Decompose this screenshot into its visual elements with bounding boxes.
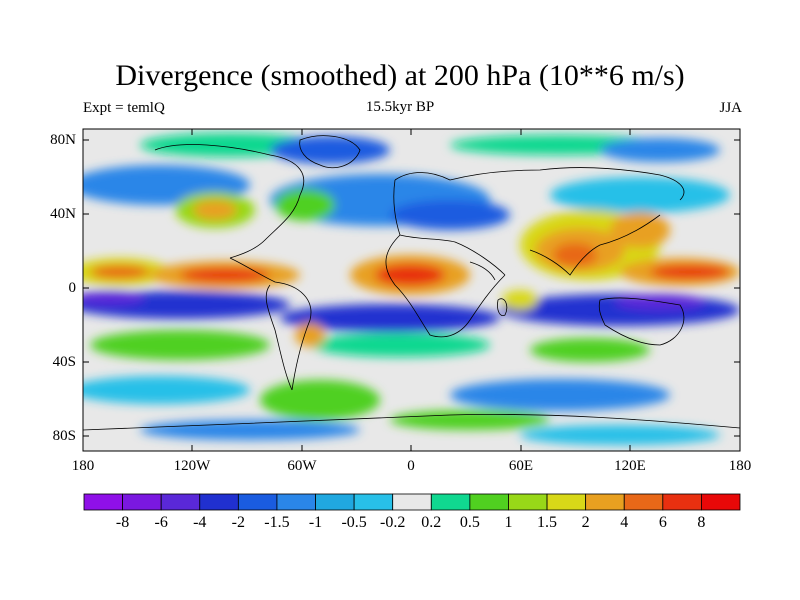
colorbar-label: -2 (231, 514, 245, 531)
colorbar-label: -8 (115, 514, 130, 531)
colorbar-swatch (315, 493, 355, 511)
chart-title: Divergence (smoothed) at 200 hPa (10**6 … (115, 59, 685, 92)
lon-label-180e: 180 (728, 458, 752, 474)
season-label: JJA (719, 100, 742, 116)
lon-label-60w: 60W (287, 458, 317, 474)
lon-label-180w: 180 (71, 458, 95, 474)
divergence-field (83, 129, 740, 451)
colorbar-label: 0.5 (459, 514, 480, 531)
colorbar-swatch (353, 493, 394, 511)
colorbar-swatch (83, 493, 123, 511)
colorbar-swatch (662, 493, 702, 511)
lat-label-0: 0 (68, 280, 77, 296)
colorbar-label: 4 (620, 514, 629, 531)
colorbar-label: 0.2 (421, 514, 442, 531)
experiment-label: Expt = temlQ (83, 100, 165, 116)
lon-label-60e: 60E (508, 458, 534, 474)
colorbar-swatch (585, 493, 625, 511)
colorbar-swatch (276, 493, 316, 511)
axis-ticks (82, 129, 741, 451)
lon-label-120w: 120W (173, 458, 211, 474)
colorbar-label: 8 (697, 514, 706, 531)
colorbar-swatch (392, 493, 432, 511)
colorbar (83, 493, 741, 511)
lon-label-120e: 120E (614, 458, 646, 474)
colorbar-label: -0.5 (341, 514, 367, 531)
colorbar-label: -6 (154, 514, 168, 531)
colorbar-swatch (508, 493, 548, 511)
colorbar-swatch (237, 493, 278, 511)
lat-label-80n: 80N (50, 132, 76, 148)
colorbar-swatch (469, 493, 509, 511)
lat-label-80s: 80S (52, 428, 76, 444)
colorbar-swatch (701, 493, 741, 511)
colorbar-swatch (122, 493, 162, 511)
lat-label-40n: 40N (50, 206, 76, 222)
colorbar-label: -0.2 (380, 514, 406, 531)
colorbar-label: 6 (658, 514, 667, 531)
colorbar-swatch (199, 493, 239, 511)
coastlines (83, 135, 740, 431)
colorbar-label: -1.5 (264, 514, 290, 531)
lat-label-40s: 40S (52, 354, 76, 370)
colorbar-label: 2 (581, 514, 590, 531)
colorbar-swatch (430, 493, 471, 511)
colorbar-swatch (546, 493, 587, 511)
colorbar-label: -1 (308, 514, 323, 531)
colorbar-label: -4 (193, 514, 207, 531)
colorbar-label: 1 (504, 514, 513, 531)
colorbar-swatch (623, 493, 664, 511)
lon-label-0: 0 (407, 458, 415, 474)
period-label: 15.5kyr BP (365, 99, 435, 115)
colorbar-label: 1.5 (537, 514, 558, 531)
colorbar-swatch (160, 493, 201, 511)
